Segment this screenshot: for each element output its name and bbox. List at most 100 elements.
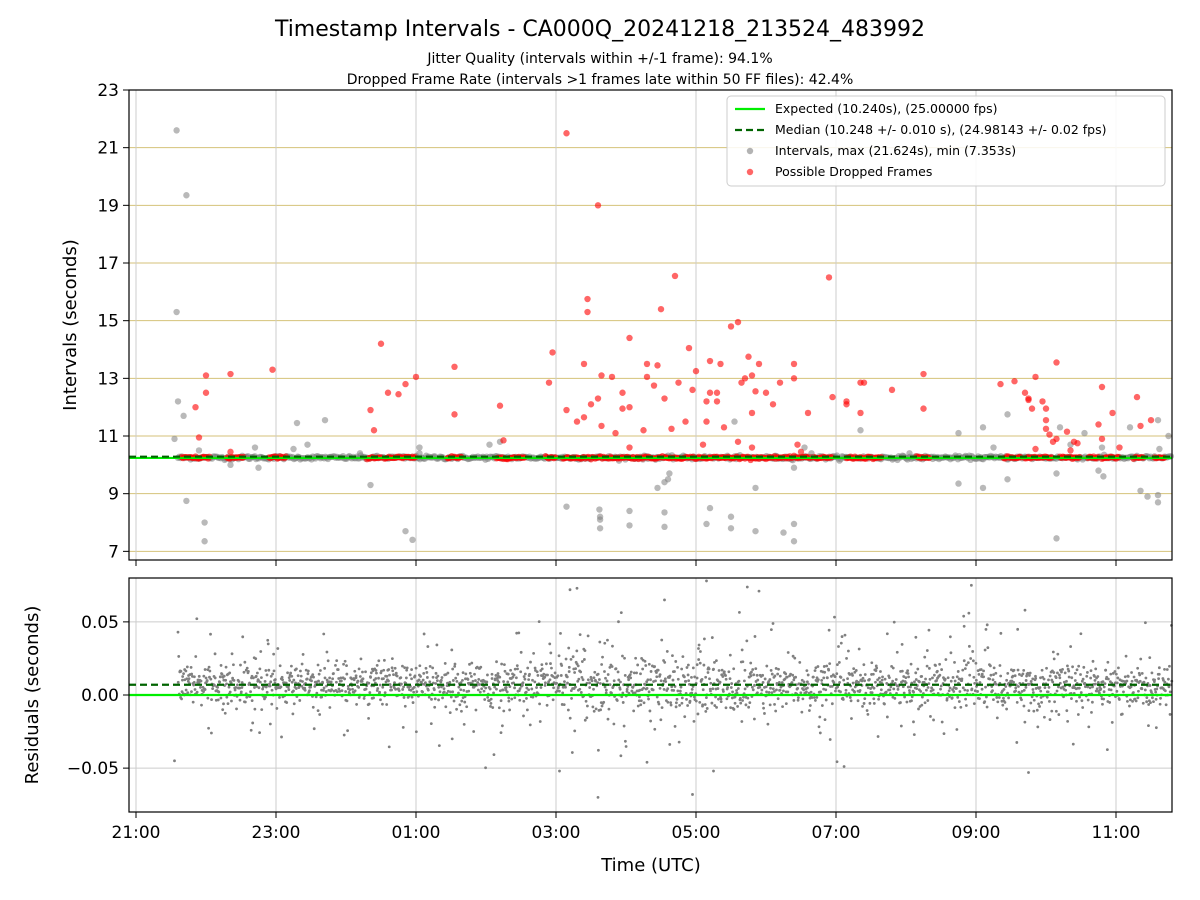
- residual-point: [291, 712, 295, 716]
- residual-point: [390, 657, 394, 660]
- dropped-frame-point: [1098, 435, 1106, 443]
- residual-point: [382, 658, 386, 662]
- residual-point: [316, 709, 320, 712]
- residual-point: [669, 703, 673, 707]
- residual-point: [701, 688, 705, 692]
- residual-point: [1143, 688, 1147, 692]
- residual-point: [1163, 689, 1167, 693]
- dropped-frame-point: [384, 389, 392, 396]
- interval-point: [255, 464, 262, 471]
- residual-point: [270, 688, 274, 692]
- residual-point: [891, 679, 895, 683]
- residual-point: [428, 664, 432, 668]
- top-y-axis-label: Intervals (seconds): [60, 239, 81, 411]
- residual-point: [653, 665, 657, 668]
- interval-point: [290, 445, 297, 453]
- residual-point: [980, 687, 984, 691]
- residual-point: [1073, 679, 1077, 682]
- residual-point: [209, 632, 212, 636]
- residual-point: [1123, 675, 1127, 679]
- top-panel-points: [171, 127, 1175, 545]
- residual-point: [269, 674, 273, 678]
- residual-point: [671, 678, 675, 682]
- residual-point: [794, 675, 798, 679]
- residual-point: [829, 674, 833, 678]
- residual-point: [619, 754, 623, 758]
- residual-point: [1085, 674, 1089, 678]
- residual-point: [1144, 621, 1147, 625]
- residual-point: [228, 690, 232, 694]
- residual-point: [697, 643, 701, 647]
- interval-point: [201, 519, 208, 526]
- interval-point: [1154, 416, 1162, 424]
- residual-point: [275, 707, 279, 710]
- residual-point: [304, 668, 308, 672]
- residual-point: [390, 688, 393, 692]
- dropped-frame-point: [1042, 416, 1050, 424]
- residual-point: [607, 707, 611, 711]
- residual-point: [529, 660, 532, 664]
- residual-point: [660, 638, 664, 642]
- residual-point: [336, 668, 340, 671]
- residual-point: [1145, 696, 1149, 700]
- dropped-frame-point: [727, 323, 735, 330]
- residual-point: [932, 673, 936, 677]
- residual-point: [686, 673, 690, 677]
- residual-point: [654, 679, 657, 683]
- residual-point: [888, 688, 892, 692]
- residual-point: [414, 666, 418, 670]
- residual-point: [1002, 696, 1005, 700]
- residual-point: [506, 680, 510, 684]
- residual-point: [176, 630, 180, 634]
- residual-point: [250, 699, 254, 703]
- residual-point: [716, 687, 720, 690]
- residual-point: [581, 678, 585, 682]
- residual-point: [287, 688, 291, 691]
- residual-point: [322, 632, 326, 636]
- residual-point: [776, 672, 780, 676]
- residual-point: [292, 702, 296, 706]
- residual-point: [1151, 696, 1154, 700]
- residual-point: [323, 676, 327, 680]
- residual-point: [982, 669, 985, 673]
- residual-point: [1152, 700, 1155, 704]
- residual-point: [249, 690, 252, 694]
- residual-point: [833, 615, 836, 619]
- residual-point: [339, 679, 343, 683]
- residual-point: [906, 685, 910, 689]
- residual-point: [845, 656, 848, 660]
- residual-point: [357, 685, 361, 689]
- residual-point: [1045, 666, 1048, 670]
- residual-point: [879, 670, 882, 673]
- residual-point: [1141, 701, 1145, 705]
- residual-point: [848, 696, 852, 699]
- residual-point: [692, 695, 696, 699]
- residual-point: [859, 673, 862, 677]
- residual-point: [1114, 672, 1118, 676]
- residual-point: [1099, 687, 1103, 691]
- residual-point: [401, 664, 404, 668]
- residual-point: [908, 689, 911, 692]
- interval-point: [563, 503, 570, 510]
- residual-point: [955, 728, 959, 731]
- residual-point: [230, 699, 233, 703]
- residual-point: [383, 691, 387, 695]
- residual-point: [219, 696, 223, 700]
- residual-point: [822, 687, 826, 691]
- residual-point: [495, 660, 498, 664]
- residual-point: [982, 675, 986, 679]
- residual-point: [518, 687, 522, 690]
- residual-point: [462, 722, 466, 726]
- residual-point: [583, 649, 587, 653]
- residual-point: [348, 688, 352, 691]
- residual-point: [380, 669, 383, 673]
- residual-point: [1096, 680, 1100, 684]
- interval-point: [321, 416, 329, 424]
- residual-point: [940, 668, 944, 671]
- dropped-frame-point: [769, 401, 777, 408]
- residual-point: [424, 666, 428, 670]
- residual-point: [766, 722, 770, 726]
- residual-point: [839, 690, 842, 694]
- residual-point: [1039, 689, 1043, 693]
- residual-point: [838, 681, 841, 684]
